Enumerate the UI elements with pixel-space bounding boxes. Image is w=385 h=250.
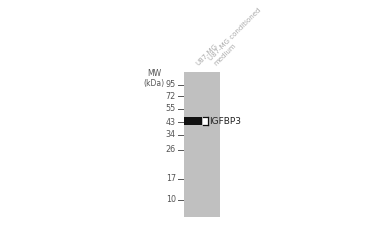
Text: 34: 34 (166, 130, 176, 140)
Text: 43: 43 (166, 118, 176, 126)
Text: 55: 55 (166, 104, 176, 114)
Text: 26: 26 (166, 145, 176, 154)
Text: 10: 10 (166, 195, 176, 204)
Text: MW
(kDa): MW (kDa) (144, 68, 165, 88)
Text: 17: 17 (166, 174, 176, 183)
Text: 95: 95 (166, 80, 176, 89)
Bar (203, 118, 208, 125)
Text: U87-MG conditioned
medium: U87-MG conditioned medium (208, 7, 267, 66)
Text: 72: 72 (166, 92, 176, 101)
Text: IGFBP3: IGFBP3 (209, 117, 241, 126)
Bar (184, 118, 203, 125)
Bar (184, 72, 220, 217)
Text: U87-MG: U87-MG (194, 42, 219, 66)
